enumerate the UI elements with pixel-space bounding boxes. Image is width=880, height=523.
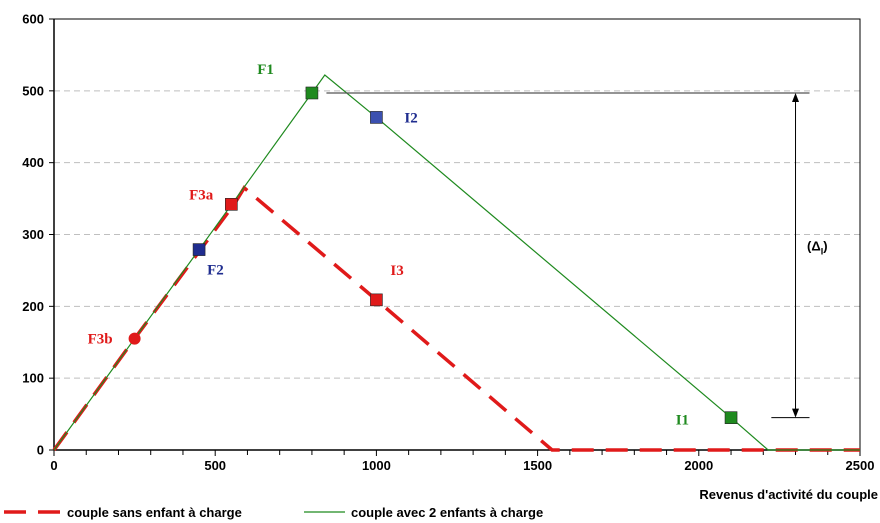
marker-label-i1: I1	[676, 413, 689, 429]
marker-f1	[305, 86, 319, 100]
y-tick-label: 200	[22, 299, 44, 314]
marker-i1	[724, 411, 738, 424]
marker-label-f3a: F3a	[189, 187, 214, 203]
x-tick-label: 2500	[846, 458, 875, 473]
x-tick-label: 500	[204, 458, 226, 473]
marker-label-i3: I3	[390, 263, 403, 279]
series-line-sans-enfant	[52, 185, 860, 452]
y-tick-label: 500	[22, 83, 44, 98]
marker-i3	[370, 293, 383, 307]
marker-f3b	[128, 332, 141, 345]
x-tick-label: 1000	[362, 458, 391, 473]
x-axis-title: Revenus d'activité du couple	[699, 487, 878, 502]
axes	[49, 18, 861, 456]
marker-f3a	[225, 198, 238, 211]
x-tick-label: 0	[50, 458, 57, 473]
x-tick-label: 2000	[684, 458, 713, 473]
marker-f2	[192, 243, 206, 256]
y-tick-label: 600	[22, 12, 44, 27]
y-tick-label: 0	[37, 443, 44, 458]
delta-arrow-head-bottom	[792, 408, 800, 418]
y-tick-label: 400	[22, 155, 44, 170]
delta-arrow-head-top	[792, 92, 800, 102]
legend-label-sans-enfant: couple sans enfant à charge	[67, 505, 242, 520]
x-tick-label: 1500	[523, 458, 552, 473]
marker-label-f1: F1	[257, 62, 274, 78]
marker-i2	[370, 111, 383, 124]
delta-label: (ΔI)	[807, 238, 828, 256]
delta-annotation: (ΔI)	[792, 92, 828, 418]
x-tick-labels: 0 500 1000 1500 2000 2500	[50, 458, 874, 473]
y-tick-labels: 0 100 200 300 400 500 600	[22, 12, 44, 458]
reference-lines	[326, 92, 810, 419]
markers	[128, 86, 738, 424]
legend: couple sans enfant à charge couple avec 2…	[4, 505, 543, 520]
marker-labels: F3b F3a I3 F2 I2 F1 I1	[88, 62, 689, 429]
y-tick-label: 300	[22, 227, 44, 242]
marker-label-f3b: F3b	[88, 332, 113, 348]
series-line-avec-enfants	[53, 74, 860, 451]
y-tick-label: 100	[22, 371, 44, 386]
marker-label-f2: F2	[207, 263, 224, 279]
series	[52, 74, 860, 452]
legend-label-avec-enfants: couple avec 2 enfants à charge	[351, 505, 543, 520]
grid	[54, 90, 860, 379]
marker-label-i2: I2	[404, 110, 417, 126]
